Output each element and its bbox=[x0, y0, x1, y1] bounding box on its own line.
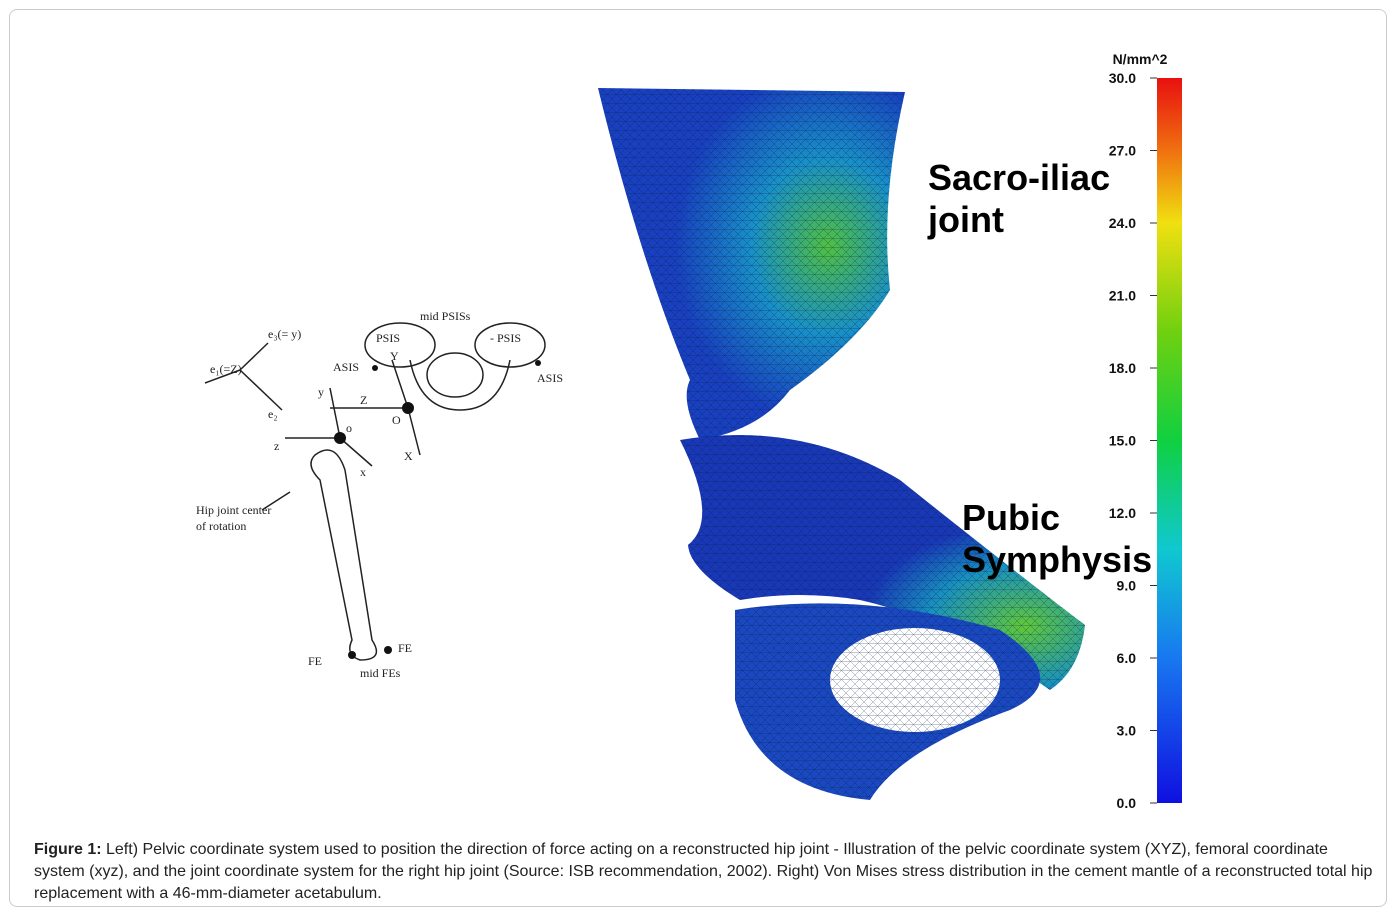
diagram-label: ASIS bbox=[333, 360, 359, 374]
diagram-label: e₃(= y) bbox=[268, 327, 301, 341]
colorbar-tick-label: 6.0 bbox=[1117, 650, 1137, 666]
diagram-label: PSIS bbox=[376, 331, 400, 345]
colorbar-tick-label: 24.0 bbox=[1109, 215, 1136, 231]
colorbar-tick-label: 3.0 bbox=[1117, 723, 1137, 739]
annotation: Sacro-iliac bbox=[928, 157, 1110, 198]
diagram-label: e₂ bbox=[268, 407, 278, 421]
page: Sacro-iliac joint Pubic Symphysis N/mm^2… bbox=[0, 0, 1398, 918]
diagram-label: z bbox=[274, 439, 279, 453]
annotation: Symphysis bbox=[962, 539, 1152, 580]
colorbar-tick-label: 15.0 bbox=[1109, 433, 1136, 449]
diagram-label: mid FEs bbox=[360, 666, 401, 680]
diagram-label: of rotation bbox=[196, 519, 246, 533]
diagram-label: e₁(=Z) bbox=[210, 362, 242, 376]
diagram-label: o bbox=[346, 421, 352, 435]
diagram-label: - PSIS bbox=[490, 331, 521, 345]
caption: Figure 1: Left) Pelvic coordinate system… bbox=[34, 839, 1374, 905]
diagram-label: x bbox=[360, 465, 366, 479]
diagram-label: Z bbox=[360, 393, 367, 407]
diagram-label: FE bbox=[398, 641, 412, 655]
diagram-label: X bbox=[404, 449, 413, 463]
colorbar-tick-label: 0.0 bbox=[1117, 795, 1137, 811]
caption-text: Left) Pelvic coordinate system used to p… bbox=[34, 841, 1372, 902]
annotation: joint bbox=[927, 199, 1004, 240]
diagram-label: mid PSISs bbox=[420, 309, 471, 323]
colorbar-tick-label: 18.0 bbox=[1109, 360, 1136, 376]
colorbar-tick-label: 30.0 bbox=[1109, 70, 1136, 86]
annotation: Pubic bbox=[962, 497, 1060, 538]
colorbar-ticks: 30.0 27.0 24.0 21.0 18.0 15.0 12.0 9.0 6.0 3.0 0.0 bbox=[1109, 70, 1157, 811]
coordinate-diagram bbox=[205, 323, 545, 660]
diagram-label: O bbox=[392, 413, 401, 427]
colorbar-tick-label: 27.0 bbox=[1109, 143, 1136, 159]
colorbar-tick-label: 21.0 bbox=[1109, 288, 1136, 304]
colorbar bbox=[1157, 78, 1182, 803]
figure: Sacro-iliac joint Pubic Symphysis N/mm^2… bbox=[0, 0, 1398, 918]
colorbar-tick-label: 9.0 bbox=[1117, 578, 1137, 594]
diagram-label: y bbox=[318, 385, 324, 399]
colorbar-tick-label: 12.0 bbox=[1109, 505, 1136, 521]
caption-label: Figure 1: bbox=[34, 841, 102, 858]
diagram-label: FE bbox=[308, 654, 322, 668]
colorbar-unit: N/mm^2 bbox=[1113, 51, 1168, 67]
diagram-label: ASIS bbox=[537, 371, 563, 385]
diagram-label: Y bbox=[390, 349, 399, 363]
diagram-label: Hip joint center bbox=[196, 503, 271, 517]
